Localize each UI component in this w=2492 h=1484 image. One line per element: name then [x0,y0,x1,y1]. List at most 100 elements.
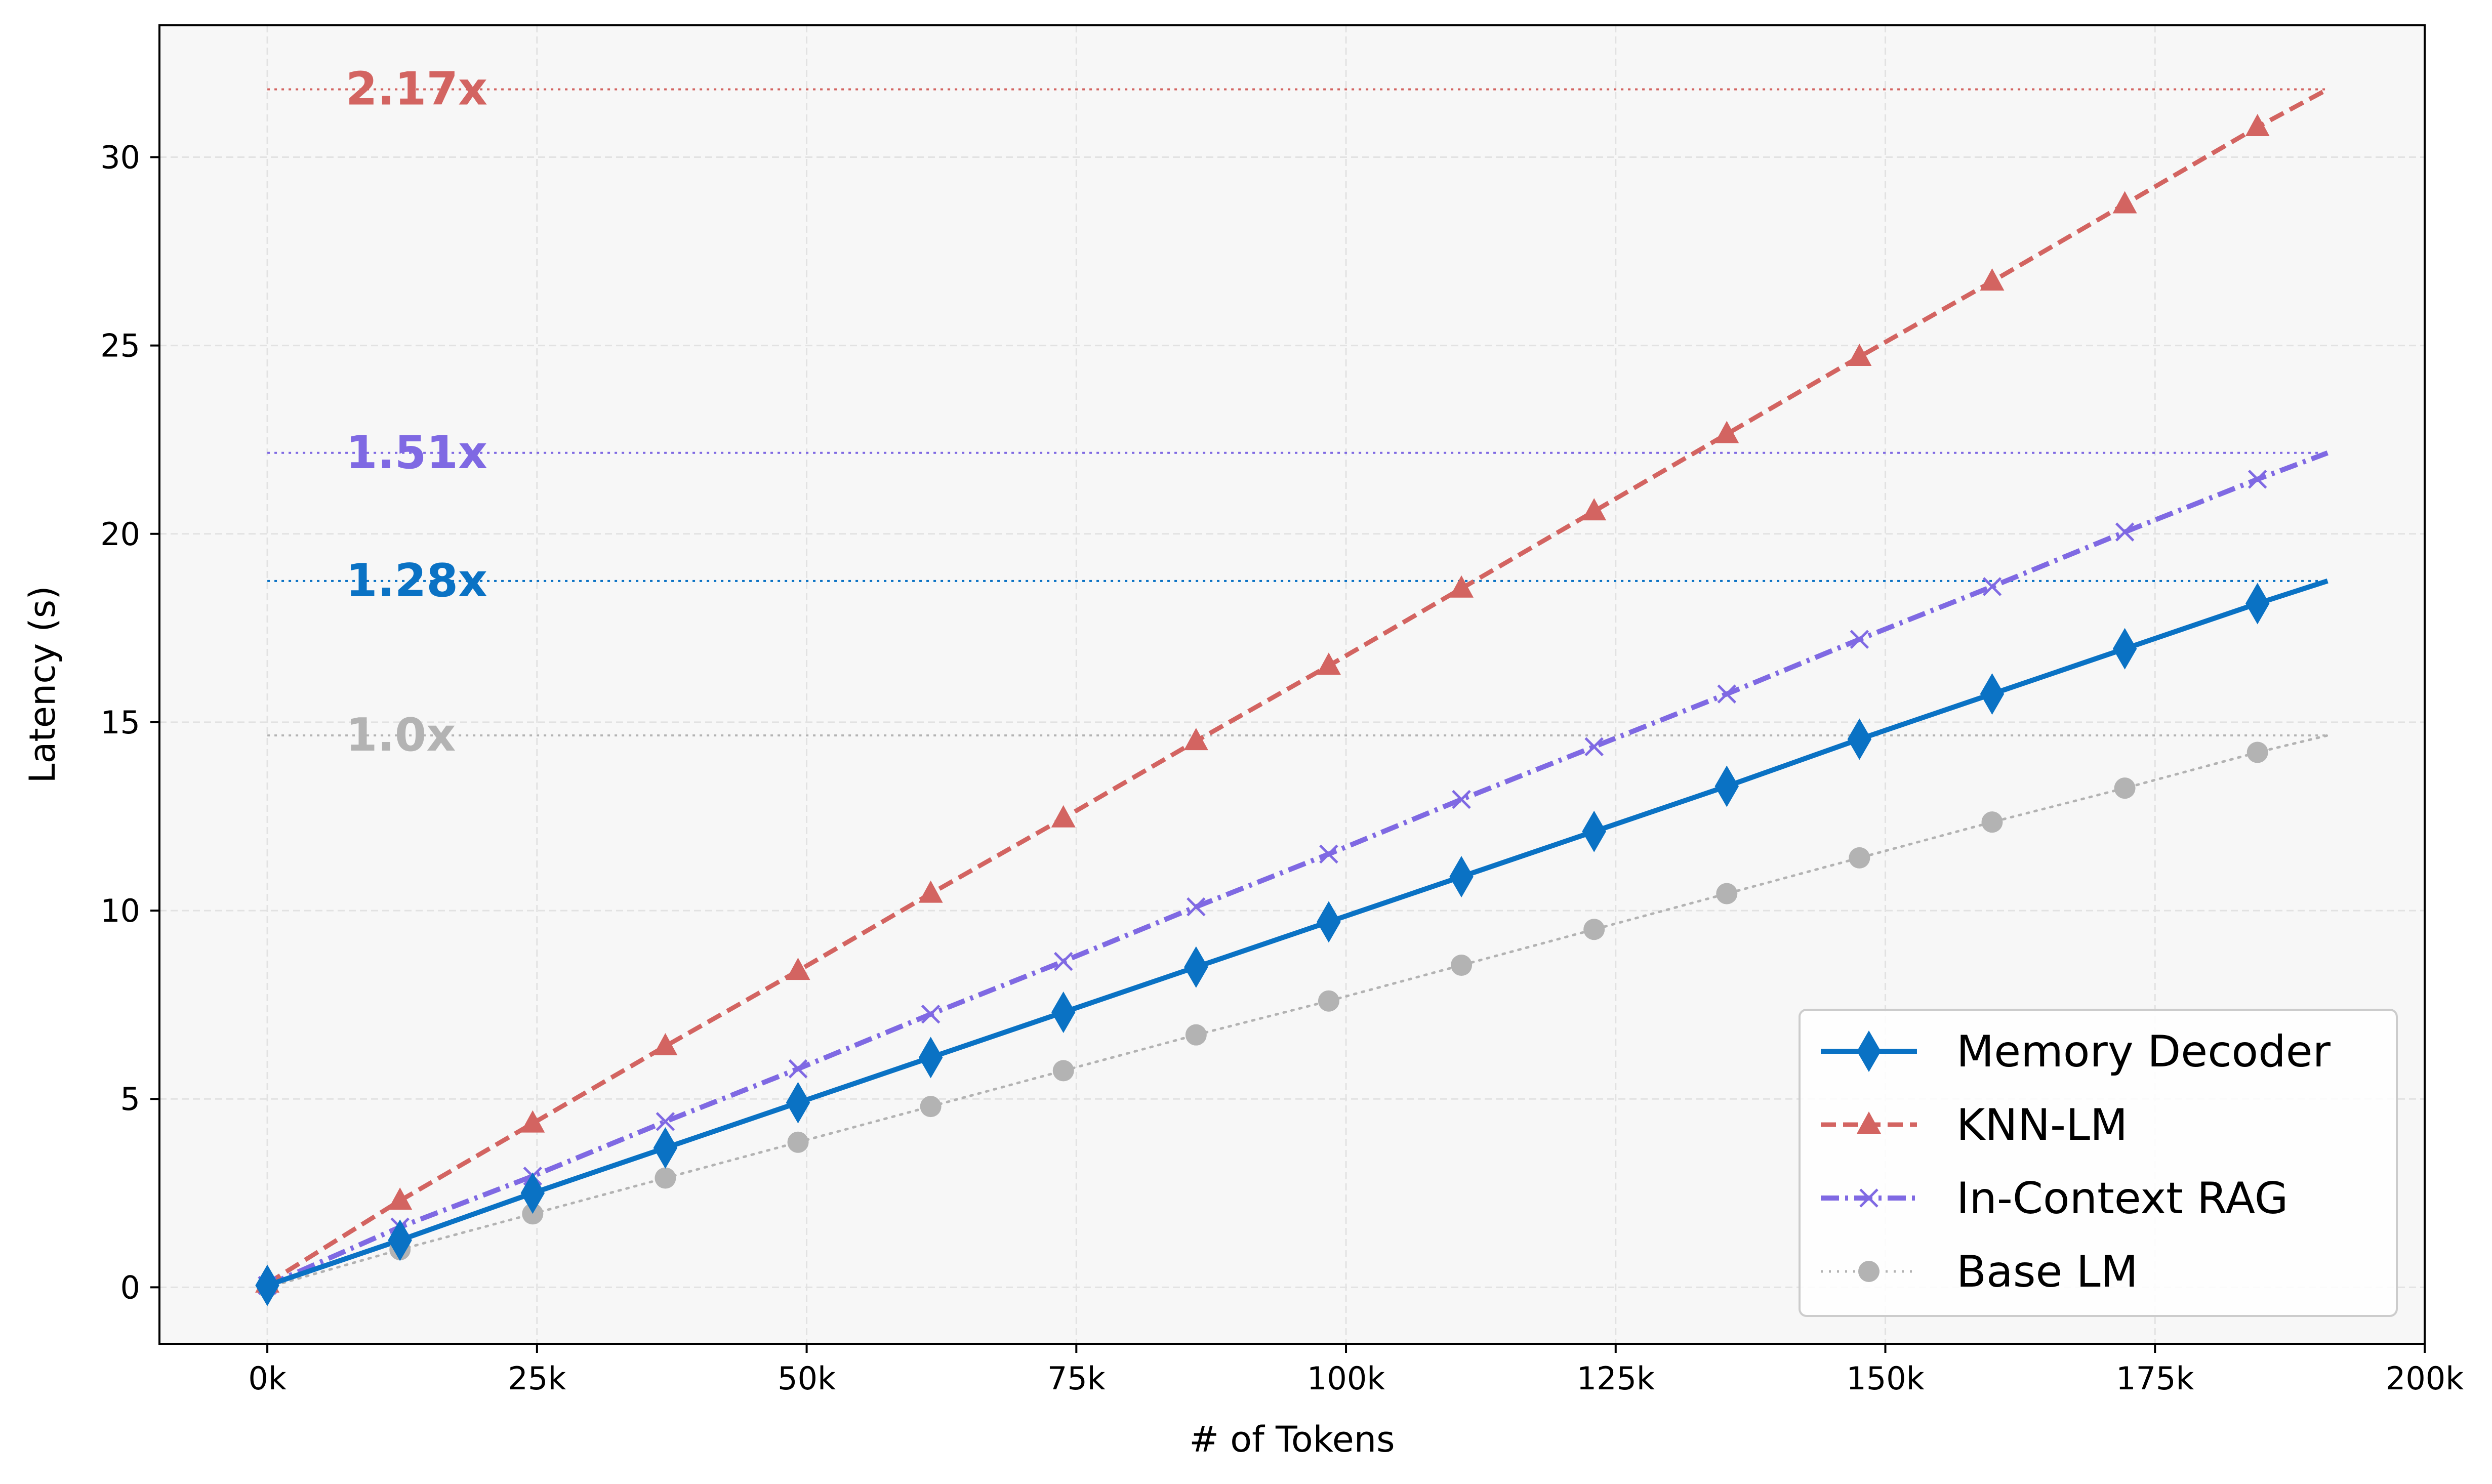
y-tick-label: 10 [100,892,140,929]
data-point-memory-decoder [388,1219,412,1261]
data-point-in-context-rag [1982,577,2002,596]
data-point-memory-decoder [1184,946,1208,988]
y-axis-title: Latency (s) [22,586,63,783]
data-point-memory-decoder [255,1264,279,1306]
data-point-in-context-rag [1452,790,1471,809]
legend-label-knn-lm: KNN-LM [1956,1100,2128,1150]
x-tick-label: 175k [2116,1360,2194,1397]
data-point-in-context-rag [2115,522,2135,542]
x-tick-label: 100k [1307,1360,1385,1397]
data-point-in-context-rag [1187,897,1206,917]
data-point-base-lm [1716,883,1738,904]
data-point-memory-decoder [1051,992,1076,1034]
data-point-knn-lm [1051,805,1076,828]
data-point-in-context-rag [788,1059,808,1079]
data-point-in-context-rag [1584,737,1604,757]
ratio-annotations: 2.17x 1.51x 1.28x 1.0x [346,63,487,762]
marker-stroke [1452,790,1471,809]
marker-stroke [1850,630,1869,649]
x-tick-label: 0k [248,1360,286,1397]
data-point-knn-lm [1582,498,1607,521]
legend-marker-memory-decoder [1857,1030,1881,1072]
data-point-in-context-rag [921,1004,941,1024]
reference-lines [267,88,2328,736]
data-point-base-lm [655,1167,676,1189]
data-point-base-lm [787,1131,809,1153]
marker-stroke [656,1112,675,1131]
data-point-base-lm [1583,919,1605,940]
data-point-knn-lm [653,1033,678,1056]
data-point-memory-decoder [653,1127,678,1169]
data-point-memory-decoder [918,1037,943,1079]
data-point-knn-lm [1316,652,1341,675]
legend-marker-knn-lm [1857,1111,1881,1134]
legend-box [1799,1009,2398,1317]
data-point-knn-lm [918,880,943,903]
data-point-knn-lm [2112,191,2137,214]
x-axis-title: # of Tokens [1189,1419,1395,1460]
y-tick-label: 5 [120,1081,140,1118]
marker-stroke [1859,1188,1878,1208]
marker-stroke [1187,897,1206,917]
data-point-memory-decoder [2112,628,2137,670]
data-point-knn-lm [786,958,810,980]
data-point-base-lm [1318,990,1339,1012]
legend: Memory Decoder KNN-LM In-Context RAG Base L… [1799,1009,2398,1317]
data-point-base-lm [2246,741,2268,763]
data-point-base-lm [1981,811,2003,833]
data-point-base-lm [1052,1060,1074,1082]
data-point-knn-lm [520,1110,545,1133]
data-point-knn-lm [1847,343,1872,366]
x-tick-label: 25k [508,1360,566,1397]
data-point-memory-decoder [786,1082,810,1124]
ratio-label-base-lm: 1.0x [346,709,456,762]
ratio-label-memory-decoder: 1.28x [346,554,487,607]
marker-stroke [921,1004,941,1024]
marker-stroke [1982,577,2002,596]
legend-label-in-context-rag: In-Context RAG [1956,1173,2288,1224]
data-point-memory-decoder [1847,718,1872,760]
data-point-knn-lm [1714,421,1739,443]
x-tick-label: 125k [1577,1360,1655,1397]
data-point-base-lm [2114,777,2136,799]
data-point-in-context-rag [1850,630,1869,649]
data-point-knn-lm [388,1187,413,1210]
x-tick-label: 200k [2386,1360,2464,1397]
y-tick-label: 20 [100,516,140,553]
data-point-in-context-rag [2248,470,2267,489]
legend-label-memory-decoder: Memory Decoder [1956,1026,2331,1077]
data-point-memory-decoder [1449,856,1474,898]
data-point-base-lm [920,1096,942,1118]
ratio-label-in-context-rag: 1.51x [346,426,487,479]
marker-stroke [1717,684,1737,704]
legend-marker-in-context-rag [1859,1188,1878,1208]
marker-stroke [1584,737,1604,757]
data-point-in-context-rag [1319,844,1338,864]
data-point-knn-lm [1183,728,1208,751]
ratio-label-knn-lm: 2.17x [346,63,487,116]
series-markers [255,113,2270,1306]
x-tick-label: 75k [1047,1360,1106,1397]
axis-ticks: 0k 25k 50k 75k 100k 125k 150k 175k 200k 0 5 10 15 20 2… [100,139,2464,1397]
data-point-knn-lm [1449,575,1474,598]
y-tick-label: 15 [100,704,140,741]
marker-stroke [1319,844,1338,864]
data-point-memory-decoder [2245,583,2270,625]
marker-stroke [1053,952,1073,971]
data-point-knn-lm [2245,113,2270,136]
data-point-base-lm [1451,954,1473,976]
data-point-base-lm [1849,847,1870,869]
data-point-in-context-rag [1053,952,1073,971]
data-point-in-context-rag [656,1112,675,1131]
marker-stroke [2248,470,2267,489]
x-tick-label: 50k [778,1360,836,1397]
data-point-memory-decoder [1980,673,2005,715]
series-line-base-lm [266,734,2329,1289]
data-point-knn-lm [1980,268,2005,291]
marker-stroke [788,1059,808,1079]
marker-stroke [2115,522,2135,542]
data-point-in-context-rag [1717,684,1737,704]
y-tick-label: 30 [100,139,140,176]
data-point-base-lm [1185,1024,1207,1046]
